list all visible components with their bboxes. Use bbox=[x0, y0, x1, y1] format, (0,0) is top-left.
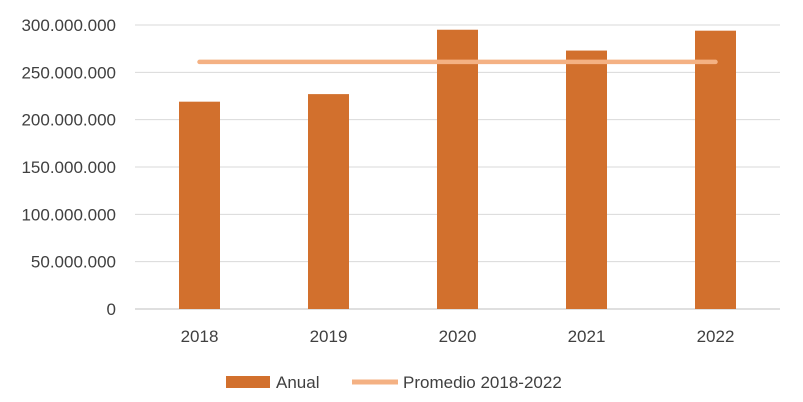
y-tick-label: 200.000.000 bbox=[21, 111, 116, 130]
y-tick-label: 100.000.000 bbox=[21, 205, 116, 224]
x-tick-label: 2021 bbox=[568, 327, 606, 346]
x-tick-label: 2020 bbox=[439, 327, 477, 346]
y-tick-label: 300.000.000 bbox=[21, 16, 116, 35]
x-axis-tick-labels: 2018 2019 2020 2021 2022 bbox=[181, 327, 735, 346]
y-tick-label: 150.000.000 bbox=[21, 158, 116, 177]
bar-2020 bbox=[437, 29, 478, 309]
bar-2021 bbox=[566, 50, 607, 310]
y-tick-label: 250.000.000 bbox=[21, 63, 116, 82]
y-axis-tick-labels: 0 50.000.000 100.000.000 150.000.000 200.000… bbox=[21, 16, 116, 319]
legend-label-promedio: Promedio 2018-2022 bbox=[403, 373, 562, 392]
x-tick-label: 2022 bbox=[697, 327, 735, 346]
bar-2018 bbox=[179, 101, 220, 310]
y-tick-label: 50.000.000 bbox=[31, 253, 116, 272]
y-tick-label: 0 bbox=[107, 300, 116, 319]
legend-label-anual: Anual bbox=[276, 373, 319, 392]
legend-swatch-anual bbox=[226, 376, 270, 388]
bar-2019 bbox=[308, 94, 349, 310]
bars bbox=[179, 29, 736, 310]
bar-2022 bbox=[695, 30, 736, 310]
legend: Anual Promedio 2018-2022 bbox=[226, 373, 562, 392]
x-tick-label: 2018 bbox=[181, 327, 219, 346]
x-tick-label: 2019 bbox=[310, 327, 348, 346]
